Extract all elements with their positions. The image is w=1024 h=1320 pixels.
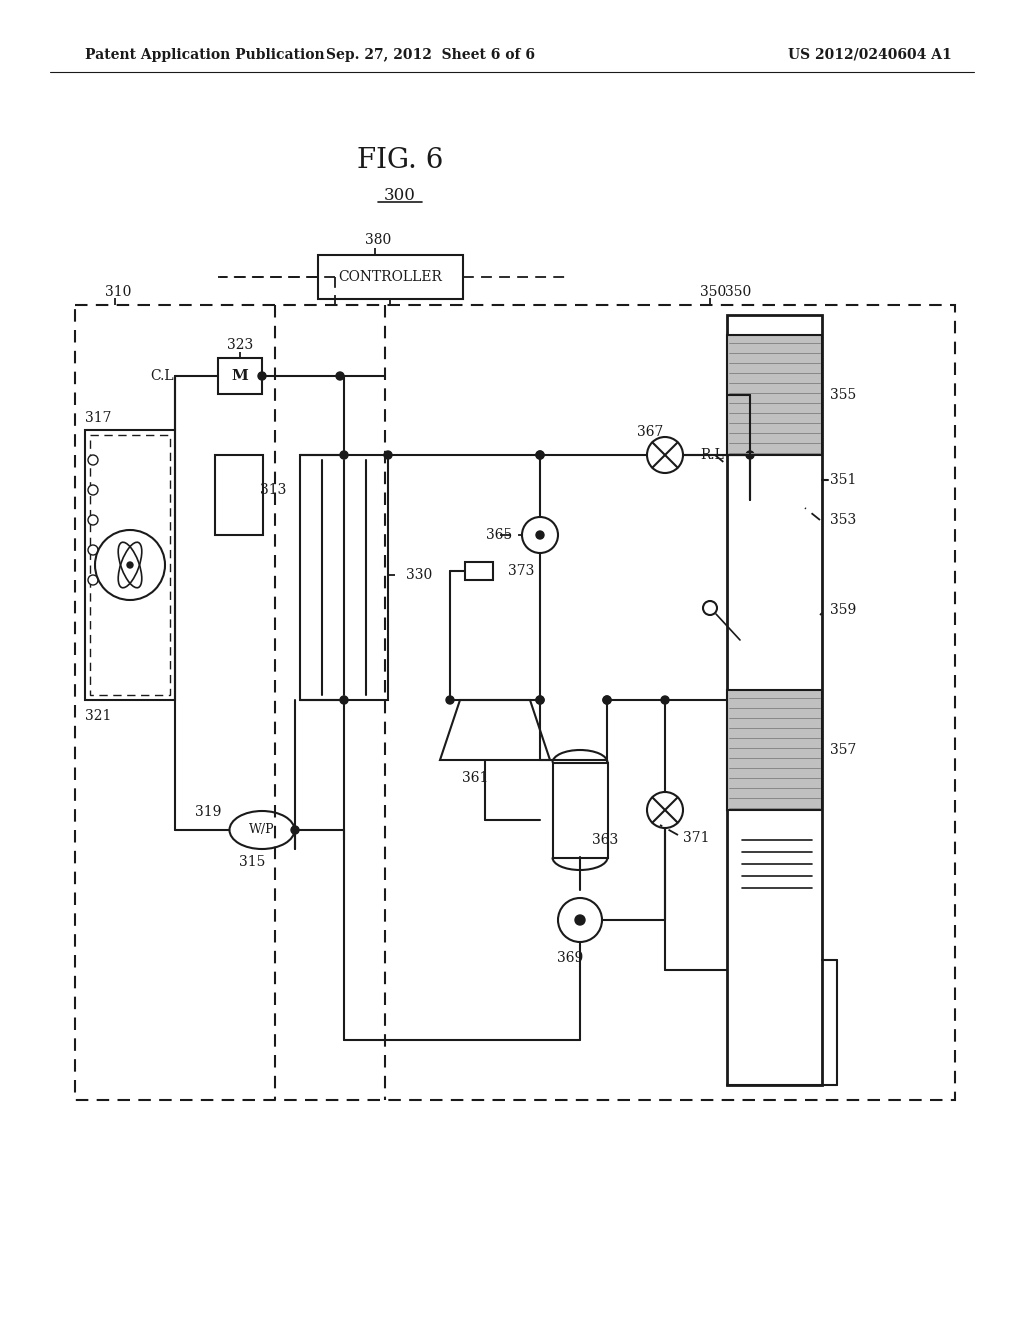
Bar (553, 763, 607, 858)
Bar (465, 562, 493, 579)
Circle shape (127, 562, 133, 568)
Circle shape (647, 792, 683, 828)
Text: 353: 353 (830, 513, 856, 527)
Circle shape (340, 696, 348, 704)
Circle shape (603, 696, 611, 704)
Text: 365: 365 (486, 528, 512, 543)
Circle shape (88, 484, 98, 495)
Bar (318, 255, 463, 300)
Circle shape (662, 696, 669, 704)
Circle shape (291, 826, 299, 834)
Text: 367: 367 (637, 425, 664, 440)
Text: W/P: W/P (249, 824, 274, 837)
Circle shape (536, 696, 544, 704)
Text: 371: 371 (683, 832, 710, 845)
Text: Patent Application Publication: Patent Application Publication (85, 48, 325, 62)
Circle shape (647, 437, 683, 473)
Text: 350: 350 (725, 285, 752, 300)
Text: US 2012/0240604 A1: US 2012/0240604 A1 (788, 48, 952, 62)
Circle shape (522, 517, 558, 553)
Circle shape (575, 915, 585, 925)
Circle shape (536, 451, 544, 459)
Circle shape (558, 898, 602, 942)
Text: FIG. 6: FIG. 6 (356, 147, 443, 173)
Bar (218, 358, 262, 393)
Circle shape (88, 545, 98, 554)
Circle shape (88, 455, 98, 465)
Bar (300, 455, 388, 700)
Text: 315: 315 (239, 855, 265, 869)
Text: 330: 330 (406, 568, 432, 582)
Text: 313: 313 (260, 483, 287, 498)
Text: 310: 310 (105, 285, 131, 300)
Text: 373: 373 (508, 564, 535, 578)
Text: 350: 350 (700, 285, 726, 300)
Circle shape (88, 515, 98, 525)
Text: 319: 319 (195, 805, 221, 818)
Circle shape (258, 372, 266, 380)
Circle shape (336, 372, 344, 380)
Bar (727, 335, 822, 455)
Text: CONTROLLER: CONTROLLER (338, 271, 442, 284)
Bar (85, 430, 175, 700)
Circle shape (536, 451, 544, 459)
Text: 300: 300 (384, 186, 416, 203)
Text: Sep. 27, 2012  Sheet 6 of 6: Sep. 27, 2012 Sheet 6 of 6 (326, 48, 535, 62)
Text: 355: 355 (830, 388, 856, 403)
Text: 321: 321 (85, 709, 112, 723)
Text: 359: 359 (830, 603, 856, 616)
Text: 357: 357 (830, 743, 856, 756)
Text: C.L: C.L (150, 370, 174, 383)
Text: 351: 351 (830, 473, 856, 487)
Bar (90, 436, 170, 696)
Text: 361: 361 (462, 771, 488, 785)
Circle shape (746, 451, 754, 459)
Bar (215, 455, 263, 535)
Text: M: M (231, 370, 249, 383)
Text: 323: 323 (227, 338, 253, 352)
Text: 363: 363 (592, 833, 618, 847)
Bar (75, 305, 955, 1100)
Bar (727, 690, 822, 810)
Text: R.L: R.L (700, 447, 724, 462)
Text: 369: 369 (557, 950, 583, 965)
Text: 380: 380 (365, 234, 391, 247)
Bar (727, 315, 822, 1085)
Circle shape (95, 531, 165, 601)
Text: 317: 317 (85, 411, 112, 425)
Circle shape (340, 451, 348, 459)
Circle shape (384, 451, 392, 459)
Circle shape (536, 531, 544, 539)
Circle shape (88, 576, 98, 585)
Circle shape (703, 601, 717, 615)
Circle shape (603, 696, 611, 704)
Circle shape (536, 696, 544, 704)
Circle shape (446, 696, 454, 704)
Ellipse shape (229, 810, 295, 849)
